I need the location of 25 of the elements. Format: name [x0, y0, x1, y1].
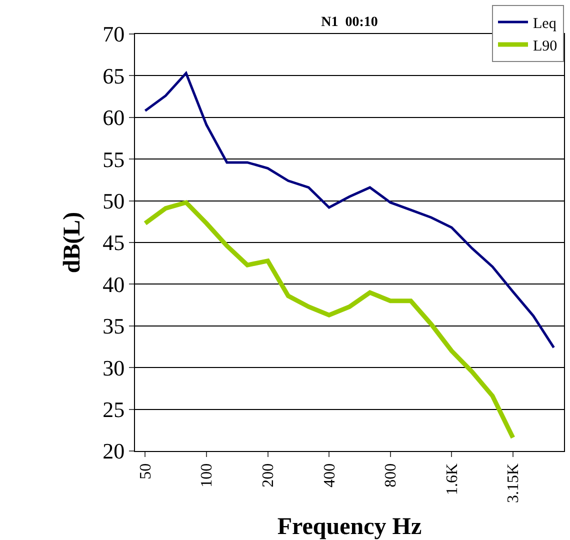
legend-label: Leq: [533, 16, 557, 32]
y-tick-label: 40: [102, 272, 125, 297]
x-tick-label: 1.6K: [444, 462, 461, 495]
x-tick-label: 200: [260, 463, 277, 488]
y-tick-label: 35: [102, 314, 125, 339]
y-tick-label: 30: [102, 355, 125, 380]
y-tick-label: 45: [102, 230, 125, 256]
y-tick-label: 70: [102, 22, 125, 47]
chart-title: N1 00:10: [321, 15, 378, 30]
x-tick-label: 3.15K: [505, 462, 522, 503]
x-tick-label: 100: [198, 463, 216, 488]
line-series: [144, 72, 556, 349]
x-axis-title: Frequency Hz: [277, 514, 422, 540]
y-tick-label: 20: [102, 438, 125, 464]
x-tick-label: 50: [137, 463, 154, 480]
y-tick-label: 60: [102, 105, 125, 130]
line-series: [142, 200, 516, 440]
y-tick-label: 50: [102, 188, 125, 214]
x-tick-label: 400: [321, 463, 338, 488]
y-axis-title: dB(L): [60, 212, 86, 274]
x-tick-label: 800: [382, 463, 400, 488]
y-tick-label: 65: [102, 63, 125, 88]
legend-label: L90: [533, 38, 558, 54]
y-tick-label: 55: [102, 146, 125, 172]
y-tick-label: 25: [102, 397, 125, 422]
